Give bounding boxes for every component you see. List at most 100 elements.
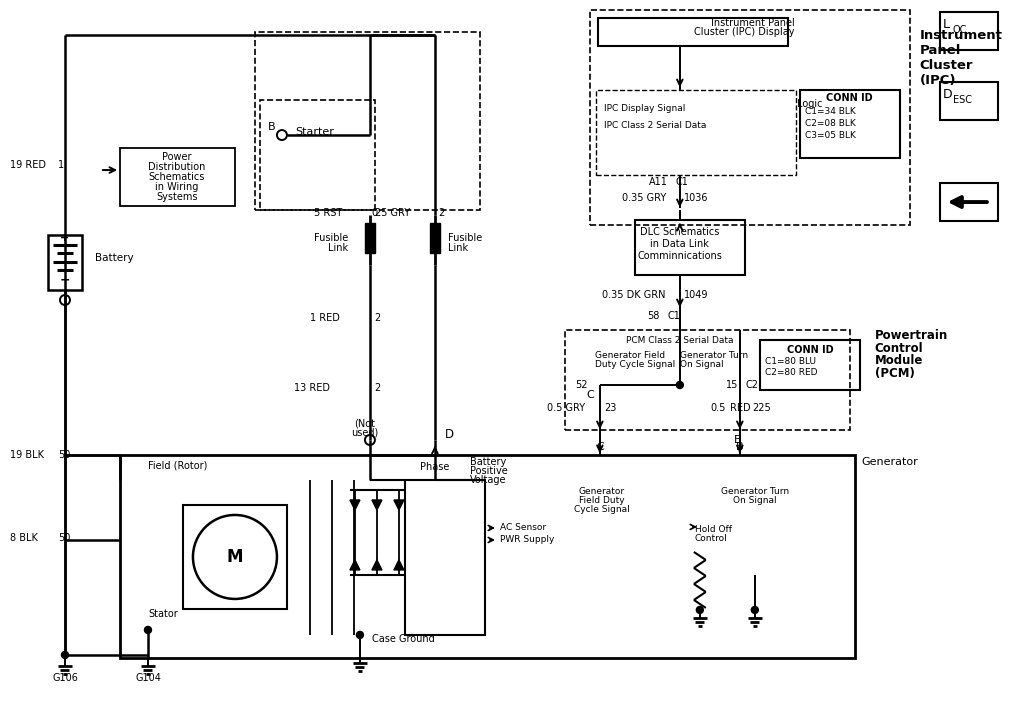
Bar [120,148,234,206]
Text: Generator Turn: Generator Turn [721,488,788,496]
Text: D: D [943,88,952,101]
Text: 19 BLK: 19 BLK [10,450,44,460]
Circle shape [356,631,364,638]
Bar [255,32,480,210]
Text: L: L [943,17,950,31]
Text: (Not: (Not [354,419,376,429]
Text: C2: C2 [745,380,759,390]
Text: A11: A11 [649,177,668,187]
Text: C1=80 BLU: C1=80 BLU [765,358,816,366]
Bar [430,223,440,253]
Bar [590,10,909,225]
Bar [183,505,287,609]
Text: ESC: ESC [952,95,972,105]
Text: G106: G106 [52,673,78,683]
Bar [635,220,744,275]
Text: IPC Class 2 Serial Data: IPC Class 2 Serial Data [604,121,707,129]
Text: Battery: Battery [95,253,133,263]
Text: Link: Link [447,243,468,253]
Text: used): used) [351,428,379,438]
Bar [940,183,997,221]
Bar [120,455,855,658]
Text: Generator: Generator [862,457,919,467]
Text: 2: 2 [374,208,380,218]
Text: On Signal: On Signal [680,360,724,370]
Text: 19 RED: 19 RED [10,160,46,170]
Text: Instrument: Instrument [920,29,1002,42]
Text: C: C [596,442,604,452]
Polygon shape [394,500,403,510]
Text: 2: 2 [438,208,444,218]
Text: Powertrain: Powertrain [874,329,948,342]
Text: 8 BLK: 8 BLK [10,533,38,543]
Circle shape [696,607,703,613]
Text: 1 RED: 1 RED [310,313,340,323]
Text: −: − [59,274,71,286]
Text: 52: 52 [575,380,588,390]
Text: Generator: Generator [579,488,625,496]
Text: Duty Cycle Signal: Duty Cycle Signal [595,360,675,370]
Bar [940,82,997,120]
Text: Fusible: Fusible [313,233,348,243]
Text: AC Sensor: AC Sensor [500,523,546,533]
Text: CONN ID: CONN ID [786,345,834,355]
Text: Control: Control [695,534,728,544]
Text: Phase: Phase [420,462,450,472]
Text: Systems: Systems [157,192,198,202]
Text: Power: Power [162,152,191,162]
Bar [760,340,860,390]
Text: 1049: 1049 [684,290,709,300]
Text: 0.35 DK GRN: 0.35 DK GRN [602,290,666,300]
Text: C2=80 RED: C2=80 RED [765,368,817,378]
Bar [940,12,997,50]
Text: PWR Supply: PWR Supply [500,536,554,544]
Text: 23: 23 [604,403,616,413]
Text: 0.5 GRY: 0.5 GRY [372,208,410,218]
Text: Instrument Panel: Instrument Panel [711,18,795,28]
Text: C2=08 BLK: C2=08 BLK [805,118,856,128]
Text: Voltage: Voltage [470,475,507,485]
Text: M: M [226,548,243,566]
Text: On Signal: On Signal [733,496,776,505]
Circle shape [144,626,152,633]
Text: OC: OC [952,25,967,35]
Text: G104: G104 [135,673,161,683]
Text: in Data Link: in Data Link [650,239,710,249]
Bar [565,330,850,430]
Text: Stator: Stator [147,609,178,619]
Text: 2: 2 [374,313,380,323]
Text: C1=34 BLK: C1=34 BLK [805,106,856,116]
Text: Field (Rotor): Field (Rotor) [147,461,207,471]
Text: +: + [60,233,70,243]
Text: Fusible: Fusible [447,233,482,243]
Circle shape [61,651,69,658]
Bar [596,90,796,175]
Text: Logic: Logic [797,99,822,109]
Text: 15: 15 [725,380,738,390]
Text: Cycle Signal: Cycle Signal [574,505,630,515]
Text: in Wiring: in Wiring [156,182,199,192]
Text: 1: 1 [58,160,65,170]
Text: 225: 225 [752,403,771,413]
Text: Distribution: Distribution [148,162,206,172]
Text: Module: Module [874,355,924,368]
Text: PCM Class 2 Serial Data: PCM Class 2 Serial Data [626,335,733,345]
Text: B: B [268,122,275,132]
Text: Generator Field: Generator Field [595,350,665,360]
Polygon shape [394,560,403,570]
Text: 58: 58 [647,311,659,321]
Bar [598,18,787,46]
Text: 2: 2 [374,383,380,393]
Text: Control: Control [874,342,924,355]
Polygon shape [372,500,382,510]
Bar [48,235,82,290]
Text: (PCM): (PCM) [874,368,914,381]
Bar [260,100,375,210]
Text: B: B [736,442,743,452]
Text: C1: C1 [676,177,689,187]
Circle shape [676,381,683,388]
Text: DLC Schematics: DLC Schematics [640,227,720,237]
Text: B: B [734,435,741,445]
Text: Cluster (IPC) Display: Cluster (IPC) Display [694,27,795,37]
Text: Schematics: Schematics [148,172,205,182]
